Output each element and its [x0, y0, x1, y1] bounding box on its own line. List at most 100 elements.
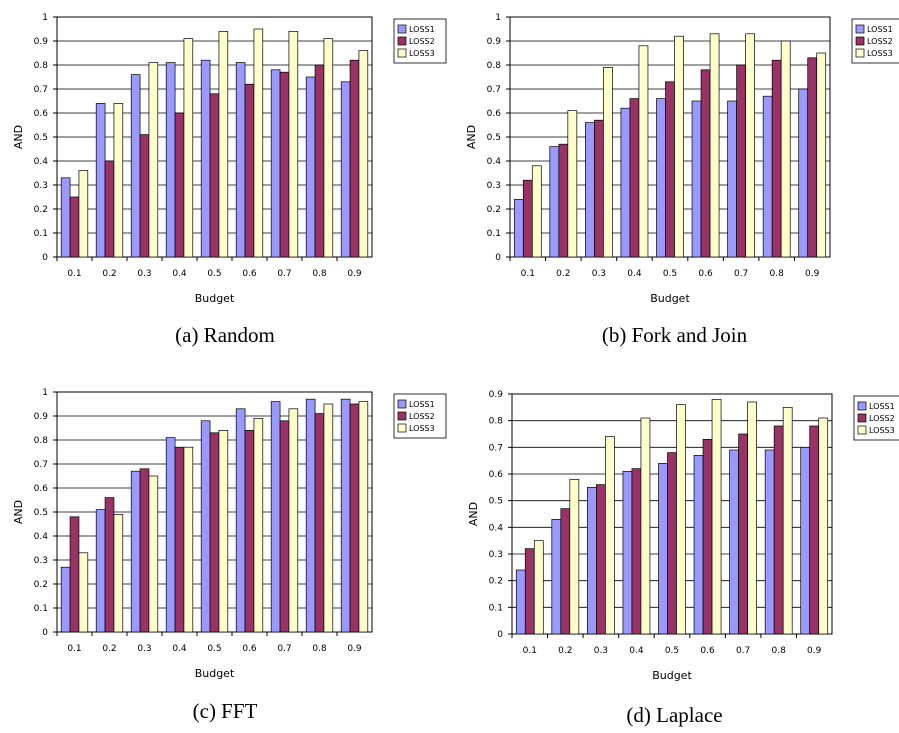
- bar-loss3-0.6: [253, 28, 264, 258]
- y-tick-label: 1: [495, 13, 501, 23]
- bar-loss3-0.8: [323, 38, 334, 258]
- x-tick-label: 0.8: [312, 644, 327, 654]
- bar-loss3-0.7: [288, 31, 299, 258]
- bar-loss1-0.5: [200, 59, 211, 258]
- bar-loss3-0.7: [747, 401, 757, 635]
- x-tick-label: 0.5: [665, 646, 679, 656]
- bar-loss3-0.3: [605, 436, 615, 635]
- y-tick-label: 0.6: [34, 484, 49, 494]
- bar-loss2-0.6: [702, 438, 713, 635]
- x-tick-label: 0.6: [242, 644, 257, 654]
- bar-loss2-0.2: [560, 508, 571, 635]
- bar-loss1-0.8: [305, 398, 316, 633]
- y-tick-label: 0.4: [487, 157, 502, 167]
- x-tick-label: 0.1: [67, 644, 81, 654]
- bar-loss2-0.4: [631, 468, 642, 635]
- bar-loss3-0.1: [78, 552, 89, 633]
- x-tick-label: 0.4: [627, 269, 642, 279]
- legend-swatch-loss2: [397, 411, 407, 421]
- legend-swatch-loss3: [397, 48, 407, 58]
- legend-label-loss2: LOSS2: [409, 37, 435, 46]
- x-tick-label: 0.3: [137, 644, 151, 654]
- y-tick-label: 0.5: [34, 133, 48, 143]
- x-tick-label: 0.6: [242, 269, 257, 279]
- x-axis-label: Budget: [195, 667, 235, 680]
- bar-loss3-0.6: [253, 418, 264, 633]
- bar-loss3-0.6: [711, 398, 722, 635]
- x-tick-label: 0.7: [277, 269, 291, 279]
- x-tick-label: 0.2: [556, 269, 570, 279]
- x-tick-label: 0.8: [770, 269, 785, 279]
- bar-loss1-0.6: [235, 62, 246, 258]
- legend-swatch-loss3: [397, 423, 407, 433]
- bar-loss1-0.3: [585, 122, 595, 258]
- chart-caption: (a) Random: [175, 323, 275, 347]
- chart-fft: 0 0.1 0.2 0.3 0.4 0.5 0.6 0.7 0.8 0.9 1 0.1 0.2 0.3 0.…: [0, 372, 450, 732]
- y-tick-label: 0.3: [487, 181, 501, 191]
- bar-loss3-0.3: [148, 475, 159, 633]
- legend-swatch-loss2: [855, 36, 865, 46]
- x-axis-label: Budget: [195, 292, 235, 305]
- y-tick-label: 0.2: [34, 580, 48, 590]
- bar-loss3-0.8: [780, 40, 791, 258]
- bar-loss2-0.2: [558, 143, 569, 258]
- bar-loss1-0.1: [60, 566, 71, 633]
- x-tick-label: 0.9: [347, 269, 362, 279]
- legend-label-loss1: LOSS1: [869, 402, 895, 411]
- bar-loss1-0.4: [622, 470, 633, 635]
- bar-loss3-0.6: [709, 33, 720, 258]
- y-axis-label: AND: [12, 125, 25, 149]
- bar-loss2-0.5: [209, 432, 220, 633]
- bar-loss3-0.9: [816, 52, 827, 258]
- bar-loss1-0.4: [165, 437, 176, 633]
- bar-loss3-0.1: [531, 165, 542, 258]
- y-tick-label: 0.7: [487, 85, 501, 95]
- x-tick-label: 0.7: [277, 644, 291, 654]
- bar-loss3-0.1: [533, 540, 544, 635]
- bar-loss1-0.7: [270, 401, 281, 633]
- bar-loss3-0.2: [569, 478, 580, 635]
- x-tick-label: 0.3: [137, 269, 151, 279]
- bar-loss3-0.5: [674, 35, 684, 258]
- x-tick-label: 0.9: [805, 269, 820, 279]
- x-tick-label: 0.6: [700, 646, 715, 656]
- y-tick-label: 0.1: [34, 604, 48, 614]
- x-tick-label: 0.1: [67, 269, 81, 279]
- bar-loss2-0.5: [665, 81, 675, 258]
- bar-loss3-0.4: [183, 38, 194, 258]
- y-tick-label: 0.7: [34, 460, 48, 470]
- bar-loss3-0.5: [218, 430, 229, 633]
- x-tick-label: 0.7: [734, 269, 748, 279]
- x-tick-label: 0.9: [807, 646, 822, 656]
- bar-loss1-0.8: [762, 95, 773, 258]
- bar-loss2-0.4: [629, 98, 640, 258]
- legend-swatch-loss2: [857, 413, 867, 423]
- y-tick-label: 0: [42, 253, 48, 263]
- bar-loss1-0.1: [515, 569, 526, 635]
- bar-loss1-0.4: [165, 62, 176, 258]
- bar-loss2-0.4: [174, 446, 185, 633]
- bar-loss2-0.6: [700, 69, 711, 258]
- bar-loss2-0.7: [279, 420, 290, 633]
- bar-loss2-0.2: [104, 497, 115, 633]
- bar-loss1-0.8: [305, 76, 316, 258]
- chart-caption: (d) Laplace: [626, 703, 723, 727]
- x-tick-label: 0.8: [312, 269, 327, 279]
- bar-loss2-0.3: [594, 119, 604, 258]
- y-tick-label: 0.9: [34, 37, 49, 47]
- bar-loss1-0.2: [95, 103, 106, 258]
- y-tick-label: 0: [42, 628, 48, 638]
- legend-swatch-loss1: [397, 399, 407, 409]
- bar-loss2-0.5: [667, 452, 677, 635]
- bar-loss1-0.2: [549, 146, 560, 258]
- x-tick-label: 0.2: [102, 644, 116, 654]
- bar-loss1-0.5: [658, 462, 668, 635]
- legend-swatch-loss2: [397, 36, 407, 46]
- bar-loss1-0.3: [130, 470, 141, 633]
- y-tick-label: 0.5: [487, 133, 501, 143]
- bar-loss1-0.7: [727, 100, 737, 258]
- bar-loss3-0.3: [603, 67, 613, 258]
- chart-random-svg: 0 0.1 0.2 0.3 0.4 0.5 0.6 0.7 0.8 0.9 1 0.1 0.2 0.3 0.…: [12, 13, 447, 305]
- chart-fork-and-join-svg: 0 0.1 0.2 0.3 0.4 0.5 0.6 0.7 0.8 0.9 1 0.1 0.2 0.3 0.…: [465, 13, 899, 305]
- x-tick-label: 0.8: [772, 646, 787, 656]
